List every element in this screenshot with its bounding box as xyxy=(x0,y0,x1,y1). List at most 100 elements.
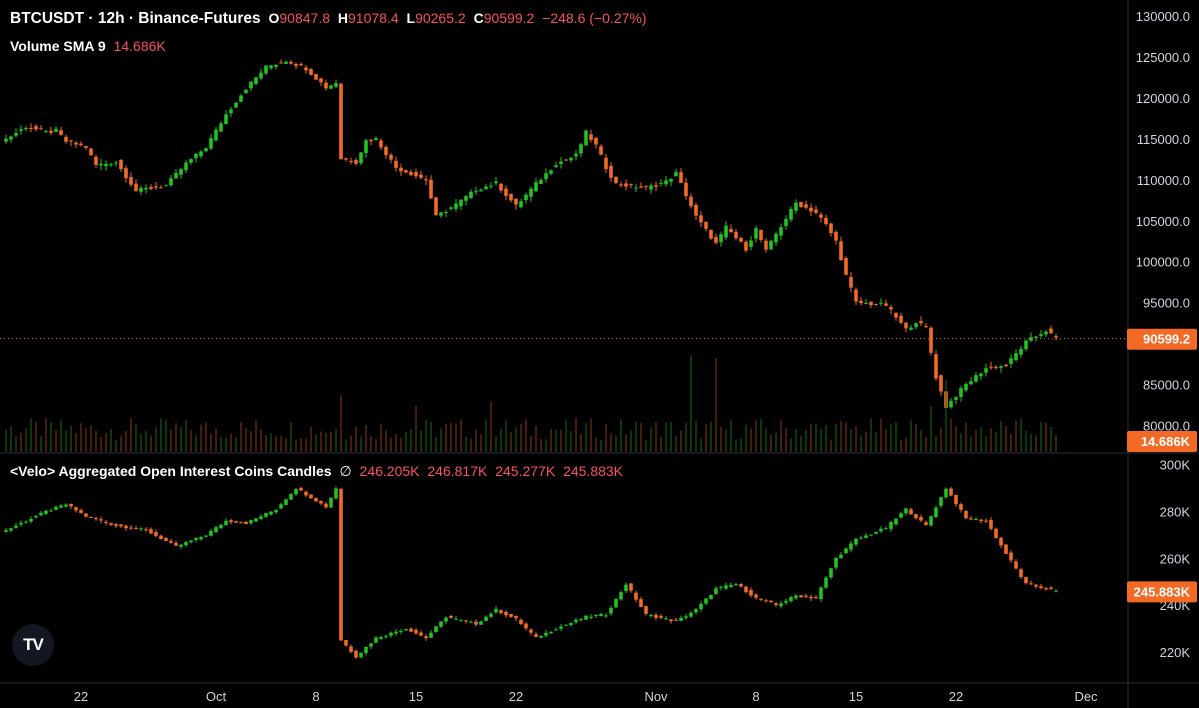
price-candle xyxy=(719,231,723,247)
oi-candle xyxy=(144,527,148,532)
oi-candle xyxy=(854,537,858,547)
volume-bar xyxy=(290,422,292,452)
volume-bar xyxy=(720,426,722,452)
price-candle xyxy=(304,65,308,74)
oi-candle xyxy=(49,508,53,512)
volume-bar xyxy=(215,428,217,452)
price-body xyxy=(784,219,788,227)
volume-bar xyxy=(1030,434,1032,452)
oi-candle xyxy=(809,594,813,601)
volume-bar xyxy=(740,438,742,452)
oi-candle xyxy=(799,595,803,598)
oi-body xyxy=(584,615,588,620)
volume-bar xyxy=(35,421,37,452)
price-candle xyxy=(224,110,228,125)
price-candle xyxy=(84,146,88,150)
oi-body xyxy=(699,603,703,610)
oi-body xyxy=(1019,569,1023,577)
oi-candle xyxy=(234,520,238,523)
price-candle xyxy=(819,212,823,223)
last-price-tag xyxy=(1127,328,1197,350)
oi-candle xyxy=(109,522,113,527)
volume-bar xyxy=(255,420,257,452)
oi-body xyxy=(29,518,33,522)
price-body xyxy=(134,183,138,191)
close-value: 90599.2 xyxy=(483,10,535,26)
volume-bar xyxy=(790,438,792,452)
price-candle xyxy=(644,185,648,191)
price-candle xyxy=(314,73,318,80)
oi-body xyxy=(709,594,713,600)
symbol-title[interactable]: BTCUSDT · 12h · Binance-Futures xyxy=(10,10,261,27)
price-body xyxy=(1029,337,1033,341)
price-body xyxy=(509,193,513,201)
volume-bar xyxy=(160,418,162,452)
price-candle xyxy=(854,287,858,306)
oi-candle xyxy=(934,505,938,519)
open-interest-pane[interactable] xyxy=(4,486,1058,659)
oi-body xyxy=(509,613,513,617)
price-candle xyxy=(619,181,623,188)
price-candle xyxy=(889,304,893,315)
volume-bar xyxy=(580,434,582,452)
oi-open: 246.205K xyxy=(359,463,420,479)
oi-body xyxy=(34,516,38,518)
price-body xyxy=(314,73,318,80)
volume-bar xyxy=(515,427,517,452)
oi-body xyxy=(1054,590,1058,592)
volume-pane xyxy=(5,355,1057,452)
price-body xyxy=(694,205,698,216)
oi-body xyxy=(379,637,383,639)
price-body xyxy=(704,221,708,229)
oi-candle xyxy=(584,615,588,620)
volume-bar xyxy=(310,426,312,452)
oi-body xyxy=(834,557,838,568)
price-body xyxy=(1054,336,1058,338)
price-candle xyxy=(939,374,943,396)
price-body xyxy=(484,186,488,190)
price-body xyxy=(189,159,193,163)
volume-bar xyxy=(760,419,762,452)
volume-bar xyxy=(925,436,927,452)
price-body xyxy=(409,171,413,176)
price-candle xyxy=(179,167,183,179)
price-candle xyxy=(354,157,358,166)
volume-bar xyxy=(480,434,482,452)
oi-candle xyxy=(454,615,458,621)
oi-candle xyxy=(224,518,228,526)
price-body xyxy=(424,179,428,181)
volume-bar xyxy=(70,425,72,452)
volume-label[interactable]: Volume SMA 9 xyxy=(10,38,106,54)
volume-bar xyxy=(725,429,727,452)
price-body xyxy=(294,64,298,67)
price-pane[interactable] xyxy=(0,59,1128,412)
price-candle xyxy=(1044,329,1048,337)
volume-bar xyxy=(680,430,682,452)
tradingview-logo-icon[interactable]: TV xyxy=(12,624,54,666)
price-body xyxy=(569,157,573,161)
oi-body xyxy=(209,530,213,536)
oi-body xyxy=(744,586,748,593)
price-body xyxy=(924,326,928,328)
oi-candle xyxy=(64,503,68,508)
oi-body xyxy=(769,600,773,603)
volume-bar xyxy=(345,439,347,452)
volume-bar xyxy=(785,427,787,452)
price-body xyxy=(674,172,678,177)
price-candle xyxy=(89,147,93,157)
price-body xyxy=(854,289,858,302)
price-body xyxy=(929,327,933,353)
oi-label[interactable]: <Velo> Aggregated Open Interest Coins Ca… xyxy=(10,463,332,479)
oi-candle xyxy=(294,488,298,496)
price-body xyxy=(884,303,888,306)
price-candle xyxy=(364,138,368,158)
time-tick-label: 15 xyxy=(849,689,863,704)
oi-candle xyxy=(884,526,888,530)
volume-bar xyxy=(525,419,527,452)
price-body xyxy=(719,234,723,243)
oi-candle xyxy=(1034,584,1038,589)
price-body xyxy=(859,300,863,304)
volume-bar xyxy=(230,433,232,452)
oi-body xyxy=(714,588,718,595)
